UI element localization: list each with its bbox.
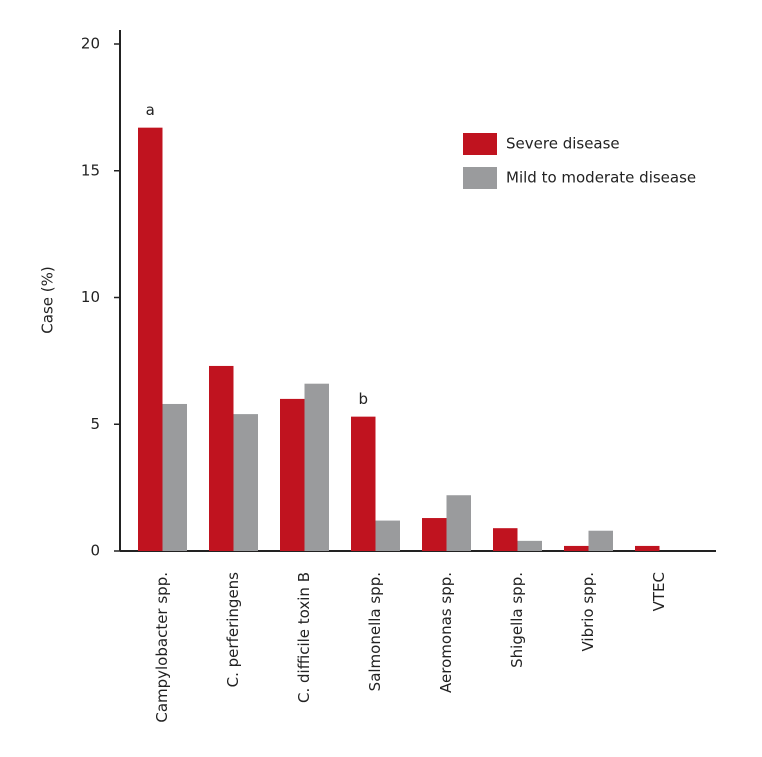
y-tick-label: 5 — [90, 415, 100, 433]
x-tick-label: C. perferingens — [224, 572, 242, 688]
x-tick-label: Aeromonas spp. — [437, 572, 455, 693]
bar — [564, 545, 589, 551]
bar — [162, 403, 187, 551]
x-tick-label: Vibrio spp. — [579, 572, 597, 652]
bar — [209, 365, 234, 551]
y-tick-label: 20 — [81, 35, 100, 53]
x-tick-label: Campylobacter spp. — [153, 572, 171, 723]
y-tick-label: 0 — [90, 542, 100, 560]
bar — [375, 520, 400, 551]
bar — [517, 540, 542, 551]
bar — [280, 398, 305, 551]
y-tick-label: 15 — [81, 161, 100, 179]
bar — [138, 127, 163, 551]
bar — [588, 530, 613, 551]
y-axis-label: Case (%) — [39, 266, 57, 333]
bar — [493, 528, 518, 551]
annotation: a — [146, 101, 155, 119]
x-tick-label: Shigella spp. — [508, 572, 526, 668]
annotation: b — [358, 390, 368, 408]
bar — [351, 416, 376, 551]
legend-label: Mild to moderate disease — [506, 169, 696, 187]
x-tick-label: Salmonella spp. — [366, 572, 384, 691]
bar — [635, 545, 660, 551]
bar — [304, 383, 329, 551]
y-tick-label: 10 — [81, 288, 100, 306]
bar — [422, 518, 447, 551]
legend-swatch — [463, 133, 497, 155]
legend-label: Severe disease — [506, 135, 620, 153]
x-tick-label: C. difficile toxin B — [295, 572, 313, 703]
bar — [233, 414, 258, 551]
bar — [446, 495, 471, 551]
x-tick-label: VTEC — [650, 572, 668, 611]
legend-swatch — [463, 167, 497, 189]
